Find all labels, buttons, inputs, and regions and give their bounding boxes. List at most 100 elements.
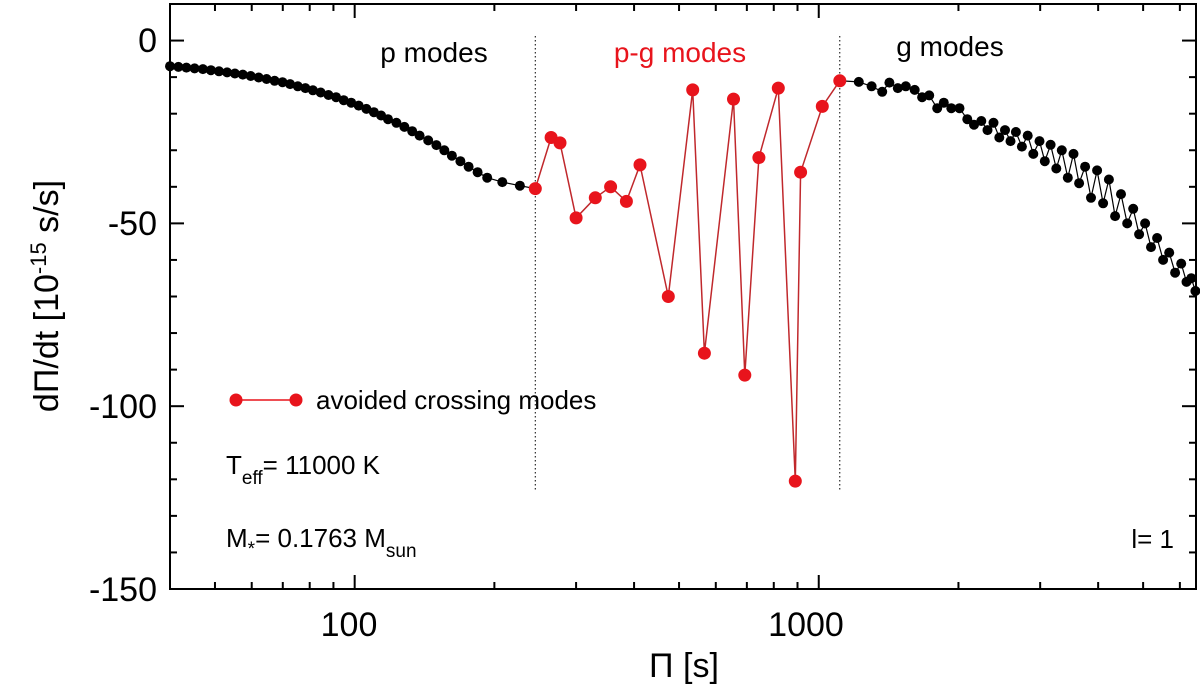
- teff-annotation: Teff= 11000 K: [226, 450, 381, 489]
- data-point-2-46: [1158, 254, 1169, 265]
- x-tick-label-100: 100: [321, 606, 378, 644]
- data-point-2-18: [994, 132, 1005, 143]
- data-point-0-13: [269, 75, 280, 86]
- teff-subscript: eff: [242, 468, 264, 489]
- data-point-2-47: [1164, 247, 1175, 258]
- data-point-2-8: [924, 90, 935, 101]
- data-point-2-42: [1134, 229, 1145, 240]
- data-point-2-24: [1028, 148, 1039, 159]
- data-point-2-31: [1068, 148, 1079, 159]
- data-point-1-14: [771, 81, 785, 95]
- data-point-0-23: [346, 97, 357, 108]
- data-point-1-17: [815, 99, 829, 113]
- data-point-2-20: [1005, 136, 1016, 147]
- data-point-0-5: [205, 65, 216, 76]
- degree-annotation: l= 1: [1131, 524, 1174, 554]
- data-point-0-24: [353, 100, 364, 111]
- data-point-2-9: [932, 103, 943, 114]
- data-point-1-11: [727, 92, 740, 106]
- data-point-2-25: [1034, 136, 1045, 147]
- data-point-0-40: [482, 172, 493, 183]
- data-point-2-13: [962, 114, 973, 125]
- data-point-1-13: [752, 151, 766, 165]
- data-point-2-30: [1062, 172, 1073, 183]
- legend-label: avoided crossing modes: [316, 385, 596, 415]
- data-point-0-38: [463, 161, 474, 172]
- data-point-0-7: [222, 67, 233, 78]
- data-point-0-1: [173, 61, 184, 72]
- data-point-0-37: [455, 156, 466, 167]
- data-point-0-36: [446, 150, 457, 161]
- series-line-1: [534, 80, 841, 482]
- data-point-2-43: [1140, 218, 1151, 229]
- data-point-1-12: [738, 368, 752, 382]
- data-point-2-48: [1170, 267, 1181, 278]
- data-point-2-5: [900, 81, 911, 92]
- data-point-2-0: [853, 76, 864, 87]
- data-point-2-34: [1086, 192, 1096, 203]
- data-point-0-32: [414, 130, 425, 141]
- series-points: [165, 61, 1200, 488]
- data-point-1-15: [788, 474, 802, 488]
- data-point-0-41: [497, 177, 508, 188]
- data-point-0-6: [214, 66, 224, 77]
- data-point-1-4: [588, 191, 602, 205]
- mass-unit-subscript: sun: [386, 541, 417, 562]
- data-point-2-11: [946, 103, 957, 114]
- y-tick-label-0: 0: [138, 22, 157, 60]
- data-point-0-19: [315, 87, 326, 98]
- data-point-2-2: [877, 86, 888, 97]
- data-point-0-2: [181, 62, 192, 73]
- data-point-1-0: [528, 182, 542, 196]
- y-tick-label-minus-100: -100: [89, 388, 157, 426]
- data-point-1-9: [686, 83, 700, 97]
- mass-value: = 0.1763 M: [255, 523, 386, 553]
- data-point-0-17: [300, 83, 311, 94]
- data-point-1-7: [633, 158, 647, 172]
- data-point-2-26: [1039, 156, 1050, 167]
- data-point-0-28: [383, 114, 393, 125]
- axis-ticks: [169, 3, 1196, 590]
- data-point-2-23: [1022, 130, 1033, 141]
- data-point-0-30: [399, 121, 410, 132]
- data-point-2-29: [1056, 145, 1067, 156]
- data-point-1-5: [604, 180, 618, 194]
- x-tick-label-1000: 1000: [768, 606, 844, 644]
- y-axis-title-exponent: -15: [26, 242, 51, 274]
- data-point-0-14: [277, 77, 288, 88]
- data-point-2-32: [1074, 178, 1085, 189]
- region-label-pg-modes: p-g modes: [614, 37, 746, 68]
- data-point-2-45: [1152, 233, 1163, 243]
- data-point-0-42: [514, 180, 525, 191]
- data-point-0-9: [237, 69, 248, 80]
- data-point-2-10: [938, 97, 949, 108]
- data-point-0-8: [229, 68, 240, 79]
- data-point-1-10: [697, 346, 711, 360]
- data-point-0-3: [189, 63, 200, 74]
- data-point-2-4: [892, 83, 903, 94]
- data-point-0-29: [391, 117, 402, 128]
- region-label-g-modes: g modes: [896, 31, 1003, 62]
- data-point-0-12: [261, 74, 272, 84]
- data-point-0-21: [331, 92, 342, 103]
- data-point-0-39: [472, 167, 483, 178]
- data-point-2-12: [954, 103, 965, 114]
- region-label-p-modes: p modes: [380, 37, 487, 68]
- data-point-2-33: [1080, 161, 1091, 172]
- data-point-2-51: [1186, 273, 1197, 284]
- mass-symbol: M: [226, 523, 248, 553]
- teff-value: = 11000 K: [263, 450, 381, 480]
- data-point-2-35: [1092, 165, 1103, 176]
- data-point-0-20: [323, 90, 334, 100]
- data-point-2-27: [1045, 139, 1056, 150]
- data-point-2-6: [909, 84, 920, 95]
- data-point-0-4: [197, 64, 208, 75]
- data-point-1-2: [553, 136, 567, 150]
- data-point-1-16: [794, 165, 808, 179]
- data-point-2-21: [1010, 127, 1021, 137]
- data-point-2-19: [1000, 125, 1010, 136]
- y-axis-title-base: dΠ/dt [10: [28, 274, 66, 412]
- data-point-2-44: [1146, 242, 1156, 253]
- series-line-2: [858, 81, 1196, 292]
